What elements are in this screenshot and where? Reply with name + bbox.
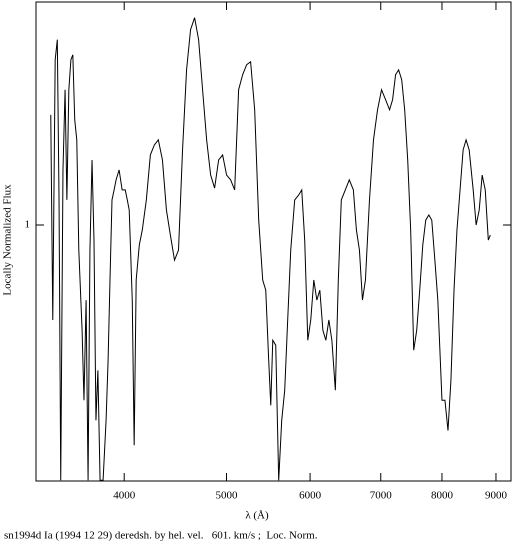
x-tick-label: 4000 [113, 490, 136, 502]
plot-frame [35, 1, 512, 482]
x-tick-label: 7000 [370, 490, 393, 502]
x-tick-label: 5000 [215, 490, 238, 502]
x-tick-label: 9000 [485, 490, 508, 502]
x-tick-label: 6000 [299, 490, 322, 502]
y-tick-label: 1 [25, 219, 31, 231]
spectrum-line [50, 17, 491, 481]
caption: sn1994d Ia (1994 12 29) deredsh. by hel.… [4, 530, 318, 542]
y-axis-label: Locally Normalized Flux [2, 184, 14, 296]
x-tick-label: 8000 [431, 490, 454, 502]
x-axis-label: λ (Å) [245, 510, 269, 522]
